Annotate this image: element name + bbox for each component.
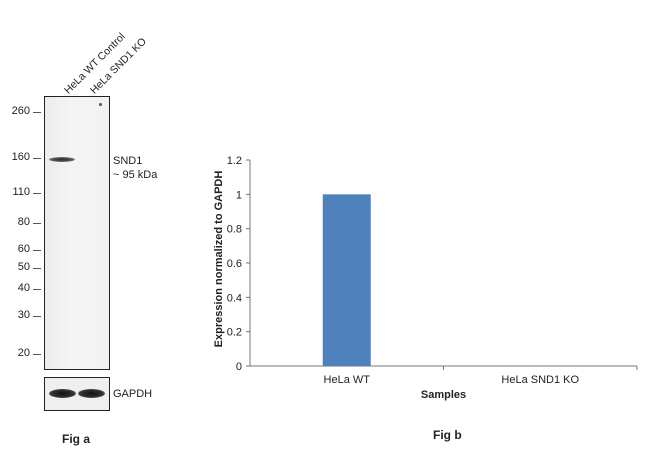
mw-marker-tick <box>33 193 41 195</box>
y-tick-label: 1.2 <box>227 155 242 167</box>
mw-marker-label: 160 <box>11 150 30 163</box>
y-tick-label: 0.2 <box>227 327 242 339</box>
y-axis-title: Expression normalized to GAPDH <box>213 171 225 348</box>
fig-b-caption: Fig b <box>433 428 462 442</box>
mw-marker-tick <box>33 157 41 159</box>
x-tick-label: HeLa SND1 KO <box>501 374 579 386</box>
snd1-band-annotation: SND1 ~ 95 kDa <box>113 154 157 182</box>
y-tick-label: 0.8 <box>227 224 242 236</box>
mw-marker-tick <box>33 315 41 317</box>
gapdh-label: GAPDH <box>113 388 153 400</box>
snd1-size-label: ~ 95 kDa <box>113 169 158 181</box>
y-tick-label: 0 <box>236 361 242 373</box>
mw-marker-label: 50 <box>17 260 30 273</box>
mw-marker-tick <box>33 288 41 290</box>
mw-marker-label: 40 <box>17 281 30 294</box>
mw-marker-label: 110 <box>12 186 30 199</box>
y-tick-label: 1 <box>236 189 242 201</box>
y-tick-label: 0.6 <box>227 258 242 270</box>
mw-marker-label: 30 <box>17 308 30 321</box>
gapdh-band-ko <box>78 389 105 398</box>
y-tick-label: 0.4 <box>227 292 242 304</box>
mw-marker-label: 80 <box>17 216 30 229</box>
mw-marker-tick <box>33 112 41 113</box>
x-tick-label: HeLa WT <box>324 374 371 386</box>
snd1-label: SND1 <box>113 155 143 167</box>
x-axis-title: Samples <box>421 389 466 401</box>
snd1-band-wt <box>49 157 75 162</box>
mw-marker-label: 60 <box>17 243 30 256</box>
mw-marker-tick <box>33 250 41 252</box>
blot-speck <box>99 103 102 106</box>
mw-marker-tick <box>33 354 41 355</box>
mw-marker-tick <box>33 267 41 269</box>
fig-a-caption: Fig a <box>62 432 91 446</box>
mw-marker-tick <box>33 223 41 225</box>
gapdh-band-wt <box>49 389 76 398</box>
bar-0 <box>322 194 371 366</box>
mw-marker-label: 20 <box>17 347 30 359</box>
mw-marker-label: 260 <box>11 105 30 117</box>
western-blot-membrane <box>44 96 110 370</box>
gapdh-blot-strip <box>44 377 110 411</box>
